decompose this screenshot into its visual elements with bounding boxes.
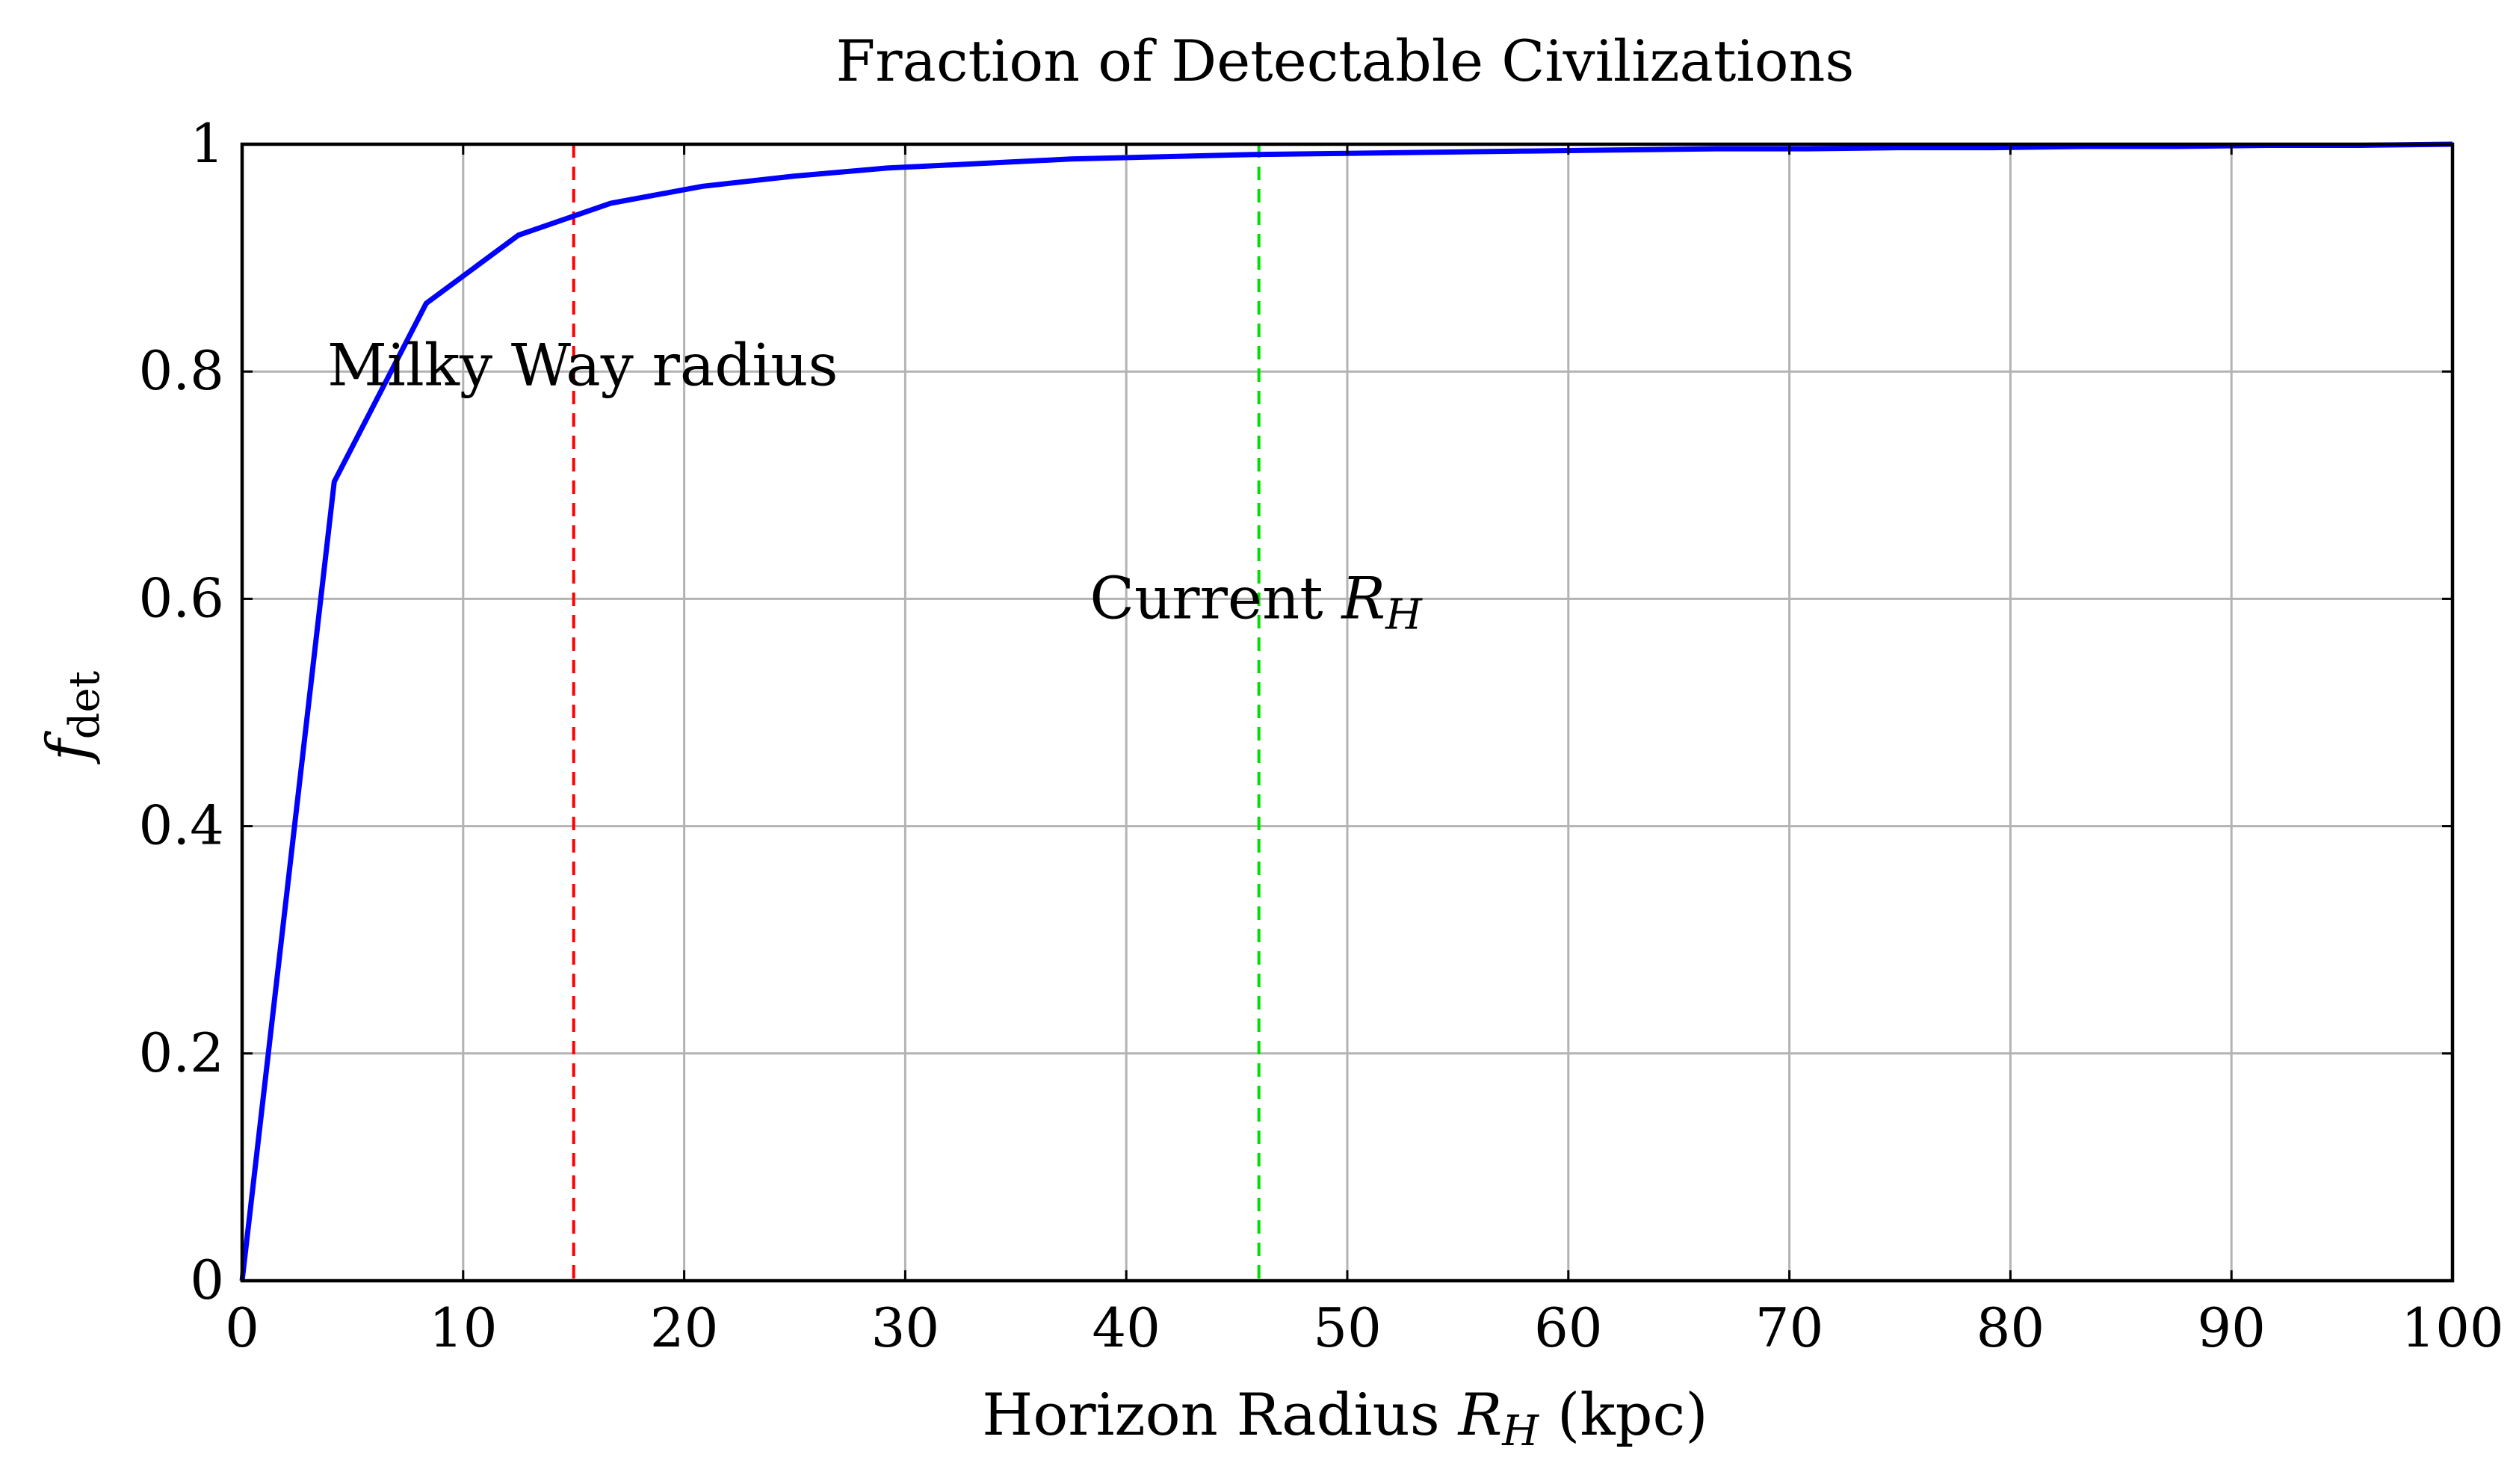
x-tick-label: 40	[1092, 1296, 1160, 1359]
x-axis-label: Horizon Radius RH (kpc)	[982, 1382, 1707, 1456]
y-tick-label: 0.2	[138, 1021, 224, 1084]
y-tick-label: 0.4	[138, 794, 224, 857]
axis-ticks	[241, 143, 2454, 1282]
x-tick-label: 60	[1534, 1296, 1603, 1359]
x-tick-labels: 0 10 20 30 40 50 60 70 80 90 100	[225, 1296, 2504, 1359]
chart-title: Fraction of Detectable Civilizations	[836, 28, 1855, 94]
x-tick-label: 20	[650, 1296, 719, 1359]
y-tick-label: 1	[190, 112, 224, 175]
x-tick-label: 50	[1313, 1296, 1382, 1359]
y-tick-label: 0	[190, 1249, 224, 1311]
grid	[242, 144, 2452, 1281]
x-tick-label: 100	[2401, 1296, 2503, 1359]
annotations: Milky Way radius Current RH	[327, 333, 1423, 640]
x-tick-label: 70	[1755, 1296, 1824, 1359]
current-rh-label: Current RH	[1089, 565, 1423, 639]
x-tick-label: 90	[2197, 1296, 2266, 1359]
y-tick-labels: 0 0.2 0.4 0.6 0.8 1	[138, 112, 224, 1311]
y-tick-label: 0.6	[138, 566, 224, 629]
x-tick-label: 0	[225, 1296, 259, 1359]
y-axis-label: fdet	[35, 670, 109, 764]
reference-lines	[572, 144, 1261, 1281]
x-tick-label: 80	[1976, 1296, 2045, 1359]
milky-way-radius-label: Milky Way radius	[327, 333, 838, 400]
y-tick-label: 0.8	[138, 339, 224, 402]
x-tick-label: 10	[429, 1296, 498, 1359]
x-tick-label: 30	[871, 1296, 940, 1359]
